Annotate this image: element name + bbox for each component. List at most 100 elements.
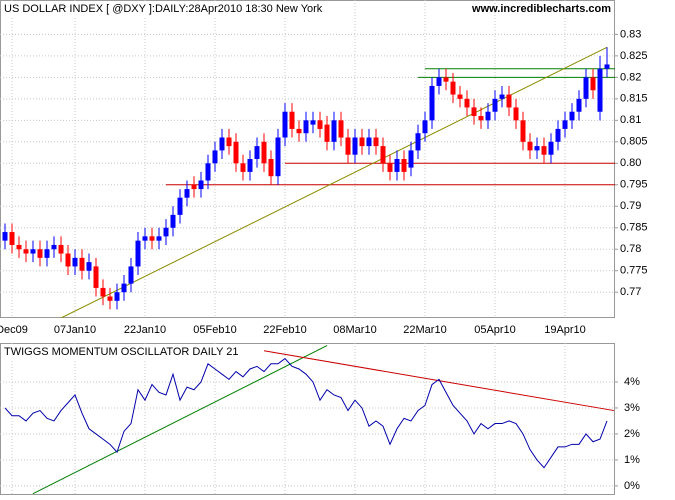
candle-body <box>464 98 470 108</box>
candle-body <box>282 111 288 138</box>
title-bg <box>2 2 342 16</box>
y-tick-label: 0.795 <box>620 179 648 191</box>
candle-body <box>240 163 246 172</box>
candle-body <box>450 81 456 95</box>
chart-title: US DOLLAR INDEX [ @DXY ]:DAILY:28Apr2010… <box>4 3 323 15</box>
x-tick-label: 22Jan10 <box>124 324 166 336</box>
x-tick-label: Dec09 <box>0 324 28 336</box>
y-tick-label: 0% <box>624 480 640 492</box>
y-tick-label: 0.815 <box>620 93 648 105</box>
candle-body <box>93 266 99 288</box>
y-tick-label: 0.825 <box>620 50 648 62</box>
candle-body <box>604 64 610 69</box>
x-tick-label: 08Mar10 <box>333 324 376 336</box>
candle-body <box>513 107 519 121</box>
candle-body <box>198 180 204 190</box>
y-tick-label: 0.805 <box>620 136 648 148</box>
x-tick-label: 07Jan10 <box>54 324 96 336</box>
y-tick-label: 0.79 <box>620 200 641 212</box>
y-tick-label: 0.77 <box>620 286 641 298</box>
candle-body <box>345 137 351 155</box>
candle-body <box>247 159 253 172</box>
candle-body <box>79 257 85 271</box>
candle-body <box>128 266 134 284</box>
watermark: www.incrediblecharts.com <box>471 3 611 15</box>
candle-body <box>30 249 36 254</box>
candle-body <box>415 133 421 151</box>
candle-body <box>37 249 43 258</box>
price-frame <box>0 0 615 318</box>
candle-body <box>366 137 372 147</box>
candle-body <box>219 137 225 151</box>
candle-body <box>268 159 274 177</box>
candle-body <box>72 257 78 267</box>
candle-body <box>373 137 379 147</box>
candle-body <box>569 111 575 121</box>
candle-body <box>58 244 64 254</box>
candle-body <box>254 146 260 159</box>
candle-body <box>170 214 176 228</box>
candle-body <box>527 141 533 151</box>
price-plot <box>0 0 615 318</box>
candle-body <box>576 98 582 112</box>
candle-body <box>226 137 232 147</box>
oscillator-line <box>4 357 608 469</box>
oscillator-title: TWIGGS MOMENTUM OSCILLATOR DAILY 21 <box>4 346 239 358</box>
candle-body <box>289 111 295 129</box>
y-tick-label: 4% <box>624 376 640 388</box>
axes: 0.77 0.775 0.78 0.785 0.79 0.795 0.80 0.805 0.81… <box>0 28 648 492</box>
candle-body <box>471 107 477 117</box>
candle-body <box>100 287 106 297</box>
candle-body <box>16 244 22 250</box>
candle-body <box>478 116 484 121</box>
y-tick-label: 0.78 <box>620 243 641 255</box>
candle-body <box>443 77 449 82</box>
candle-body <box>499 94 505 99</box>
candle-body <box>135 240 141 267</box>
candle-body <box>548 141 554 155</box>
candle-body <box>296 128 302 134</box>
candle-body <box>205 163 211 181</box>
candle-body <box>590 77 596 91</box>
candle-body <box>191 184 197 190</box>
y-tick-label: 0.80 <box>620 157 641 169</box>
candle-body <box>163 227 169 237</box>
candle-body <box>65 253 71 267</box>
candle-body <box>233 141 239 164</box>
candle-body <box>303 120 309 134</box>
y-tick-label: 3% <box>624 402 640 414</box>
candle-body <box>9 232 15 245</box>
x-tick-label: 05Apr10 <box>474 324 516 336</box>
y-tick-label: 0.785 <box>620 222 648 234</box>
candle-body <box>107 296 113 301</box>
candle-body <box>394 159 400 172</box>
trend-line <box>263 350 615 412</box>
candle-body <box>520 120 526 142</box>
candle-body <box>324 124 330 142</box>
candle-body <box>149 236 155 241</box>
y-tick-label: 0.82 <box>620 71 641 83</box>
candle-body <box>429 85 435 121</box>
candle-body <box>506 94 512 108</box>
candle-body <box>44 249 50 258</box>
candle-body <box>436 77 442 86</box>
candle-body <box>359 137 365 147</box>
oscillator-plot <box>0 343 615 495</box>
candle-body <box>261 141 267 164</box>
candle-body <box>156 236 162 241</box>
candle-body <box>184 189 190 198</box>
candle-body <box>338 120 344 138</box>
candle-body <box>177 197 183 215</box>
candle-body <box>534 146 540 151</box>
candle-body <box>401 159 407 172</box>
candle-body <box>212 150 218 164</box>
candle-body <box>275 137 281 177</box>
candle-body <box>86 262 92 271</box>
candle-body <box>562 120 568 129</box>
candle-body <box>51 244 57 250</box>
candle-body <box>121 283 127 293</box>
candle-body <box>331 120 337 142</box>
candle-body <box>597 68 603 112</box>
y-tick-label: 0.775 <box>620 265 648 277</box>
